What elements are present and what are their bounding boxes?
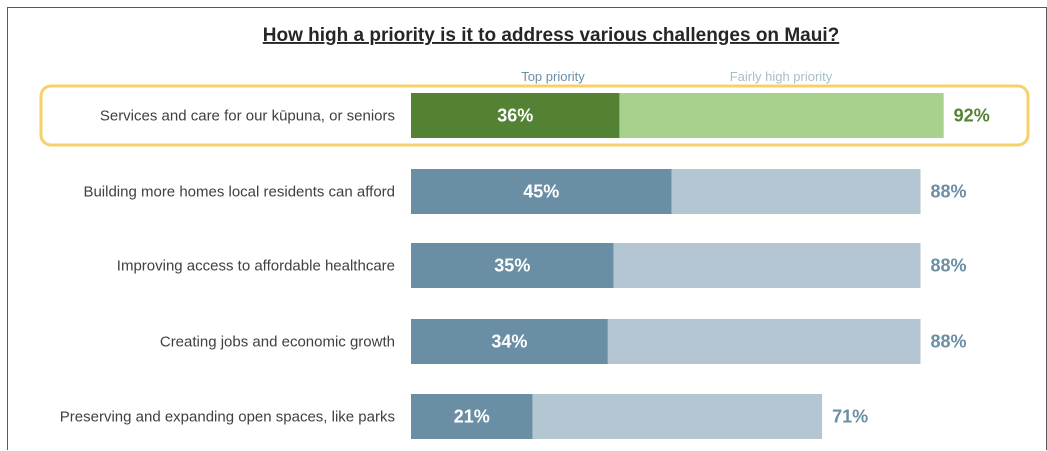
chart-frame: How high a priority is it to address var… [7,7,1047,450]
category-label: Building more homes local residents can … [83,184,395,201]
category-label: Improving access to affordable healthcar… [117,258,395,275]
bar-top-priority [411,169,672,214]
top-priority-value-label: 34% [491,332,527,352]
bar-top-priority [411,93,620,138]
legend-top-priority: Top priority [521,69,585,84]
bar-fairly-high-priority [619,93,944,138]
highlight-outline [39,84,1030,147]
top-priority-value-label: 45% [523,182,559,202]
chart-title: How high a priority is it to address var… [263,25,839,46]
total-value-label: 88% [931,256,967,276]
bar-top-priority [411,319,608,364]
category-label: Creating jobs and economic growth [160,334,395,351]
total-value-label: 92% [954,106,990,126]
total-value-label: 71% [832,407,868,427]
total-value-label: 88% [931,332,967,352]
bar-top-priority [411,394,533,439]
bar-fairly-high-priority [671,169,921,214]
total-value-label: 88% [931,182,967,202]
top-priority-value-label: 21% [454,407,490,427]
top-priority-value-label: 36% [497,106,533,126]
chart-svg: How high a priority is it to address var… [39,25,1030,439]
bar-fairly-high-priority [613,243,921,288]
chart-rows: Services and care for our kūpuna, or sen… [39,84,1030,439]
bar-top-priority [411,243,614,288]
top-priority-value-label: 35% [494,256,530,276]
bar-fairly-high-priority [607,319,921,364]
bar-fairly-high-priority [532,394,823,439]
legend-fairly-high-priority: Fairly high priority [730,69,833,84]
category-label: Preserving and expanding open spaces, li… [60,409,395,426]
category-label: Services and care for our kūpuna, or sen… [100,108,395,125]
